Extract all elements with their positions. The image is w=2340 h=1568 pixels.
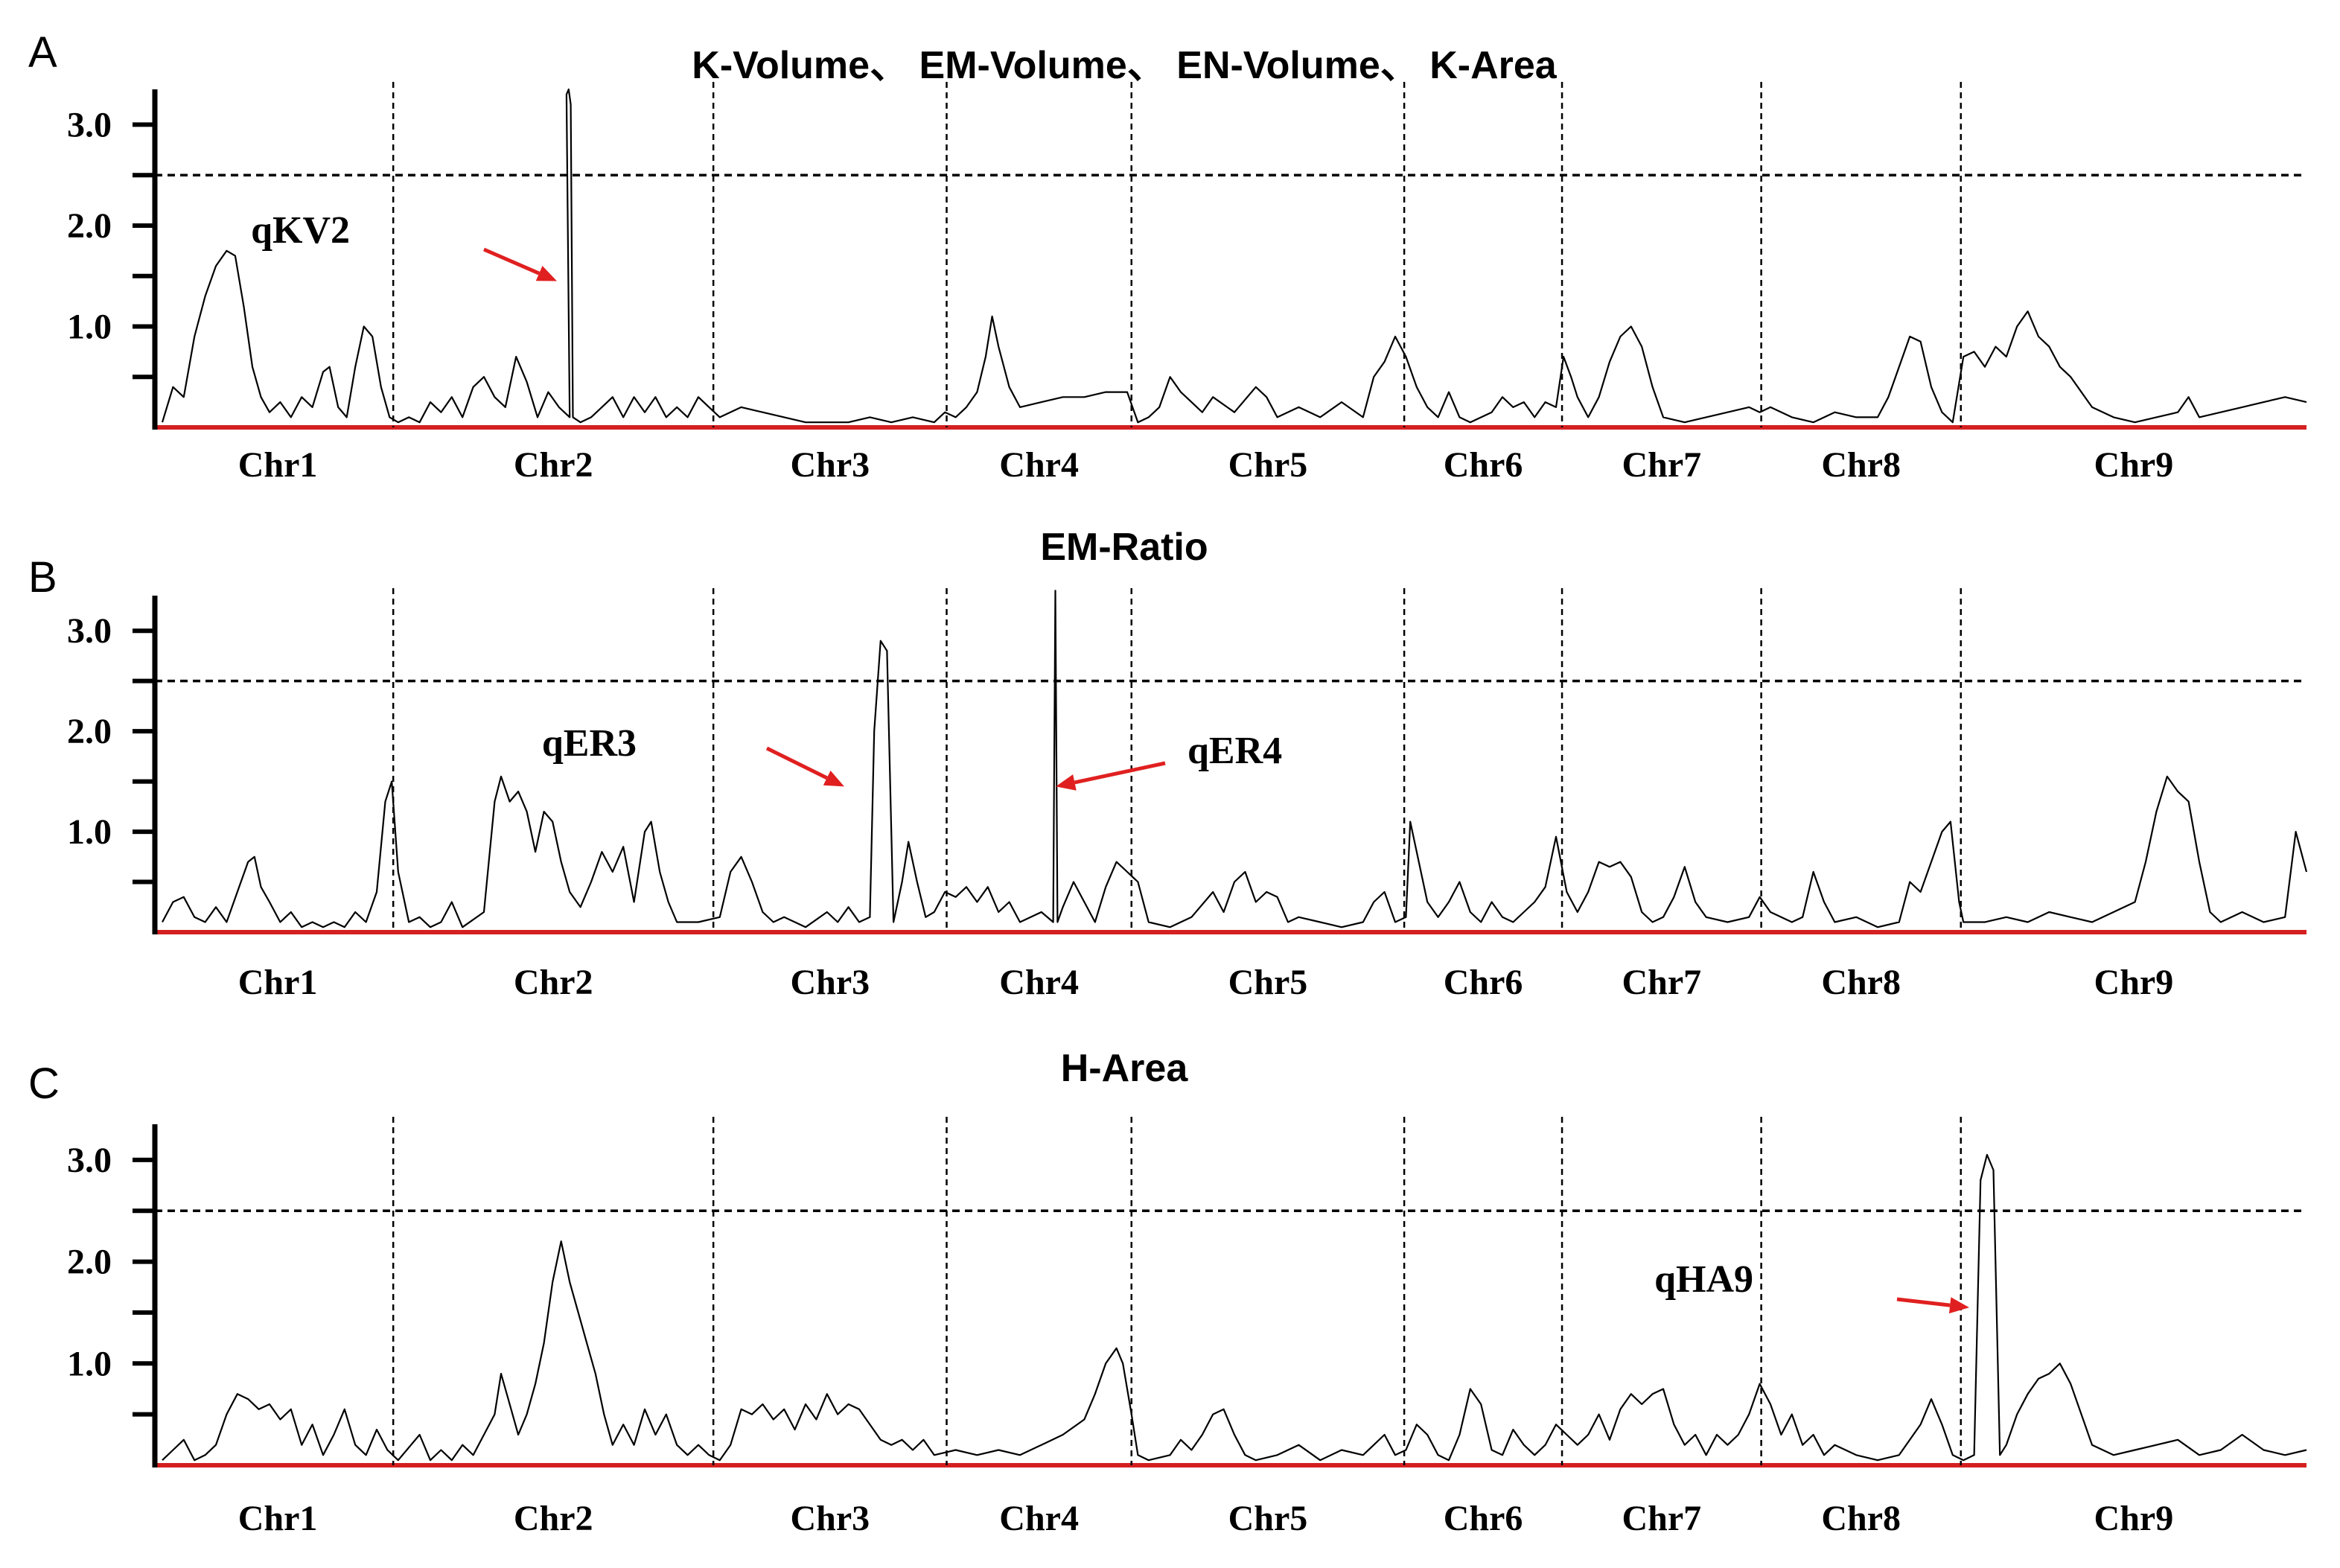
chr-label: Chr3 [790,963,870,1002]
chr-label: Chr8 [1821,1499,1901,1538]
chr-label: Chr6 [1444,1499,1523,1538]
panel-c: C H-Area 1.0 2.0 3.0 Chr1 Chr2 Chr3 Chr4 Chr5 Chr6… [28,1047,2307,1538]
qtl-label: qKV2 [251,209,350,252]
chr-label: Chr2 [514,1499,593,1538]
chr-label: Chr7 [1622,963,1702,1002]
arrow-line [1074,761,1166,785]
arrow-line [483,247,541,275]
lod-trace [162,1153,2307,1462]
chr-label: Chr1 [238,445,318,485]
y-tick-label: 2.0 [67,1243,112,1282]
chr-label: Chr6 [1444,445,1523,485]
chr-label: Chr6 [1444,963,1523,1002]
chr-label: Chr1 [238,963,318,1002]
chr-label: Chr2 [514,445,593,485]
qtl-label: qER3 [542,722,637,765]
chr-label: Chr8 [1821,445,1901,485]
y-tick-label: 1.0 [67,307,112,346]
chr-label: Chr5 [1228,963,1308,1002]
chr-label: Chr9 [2094,1499,2174,1538]
arrow-line [1896,1297,1951,1307]
y-tick-label: 3.0 [67,611,112,651]
chr-label: Chr4 [999,1499,1079,1538]
y-tick-label: 2.0 [67,712,112,751]
y-tick-label: 3.0 [67,105,112,144]
chr-label: Chr9 [2094,445,2174,485]
chr-label: Chr5 [1228,1499,1308,1538]
chr-label: Chr3 [790,1499,870,1538]
panel-title: EM-Ratio [1040,526,1208,569]
arrow-head [823,770,844,787]
lod-trace [162,590,2308,928]
y-tick-label: 1.0 [67,1344,112,1383]
chr-label: Chr8 [1821,963,1901,1002]
arrow-head [1056,774,1077,791]
panel-letter: B [28,553,57,602]
chr-label: Chr4 [999,963,1079,1002]
chr-label: Chr5 [1228,445,1308,485]
y-tick-label: 2.0 [67,206,112,246]
chr-label: Chr3 [790,445,870,485]
chr-label: Chr9 [2094,963,2174,1002]
arrow-head [1948,1297,1969,1314]
arrow-line [765,746,828,780]
y-tick-label: 1.0 [67,812,112,852]
panel-title: H-Area [1061,1047,1189,1090]
panel-letter: A [28,28,57,77]
panel-b: B EM-Ratio 1.0 2.0 3.0 Chr1 Chr2 Chr3 Chr4 Chr5 Ch… [28,526,2308,1002]
chr-label: Chr1 [238,1499,318,1538]
y-tick-label: 3.0 [67,1141,112,1180]
chr-label: Chr4 [999,445,1079,485]
chr-label: Chr7 [1622,445,1702,485]
qtl-label: qHA9 [1654,1258,1753,1301]
qtl-label: qER4 [1187,730,1282,772]
chr-label: Chr7 [1622,1499,1702,1538]
lod-trace [161,88,2307,424]
panel-letter: C [28,1059,60,1108]
arrow-head [535,266,557,281]
chr-label: Chr2 [514,963,593,1002]
panel-title: K-Volume、 EM-Volume、 EN-Volume、 K-Area [692,44,1558,87]
panel-a: A K-Volume、 EM-Volume、 EN-Volume、 K-Area 1… [28,28,2307,485]
